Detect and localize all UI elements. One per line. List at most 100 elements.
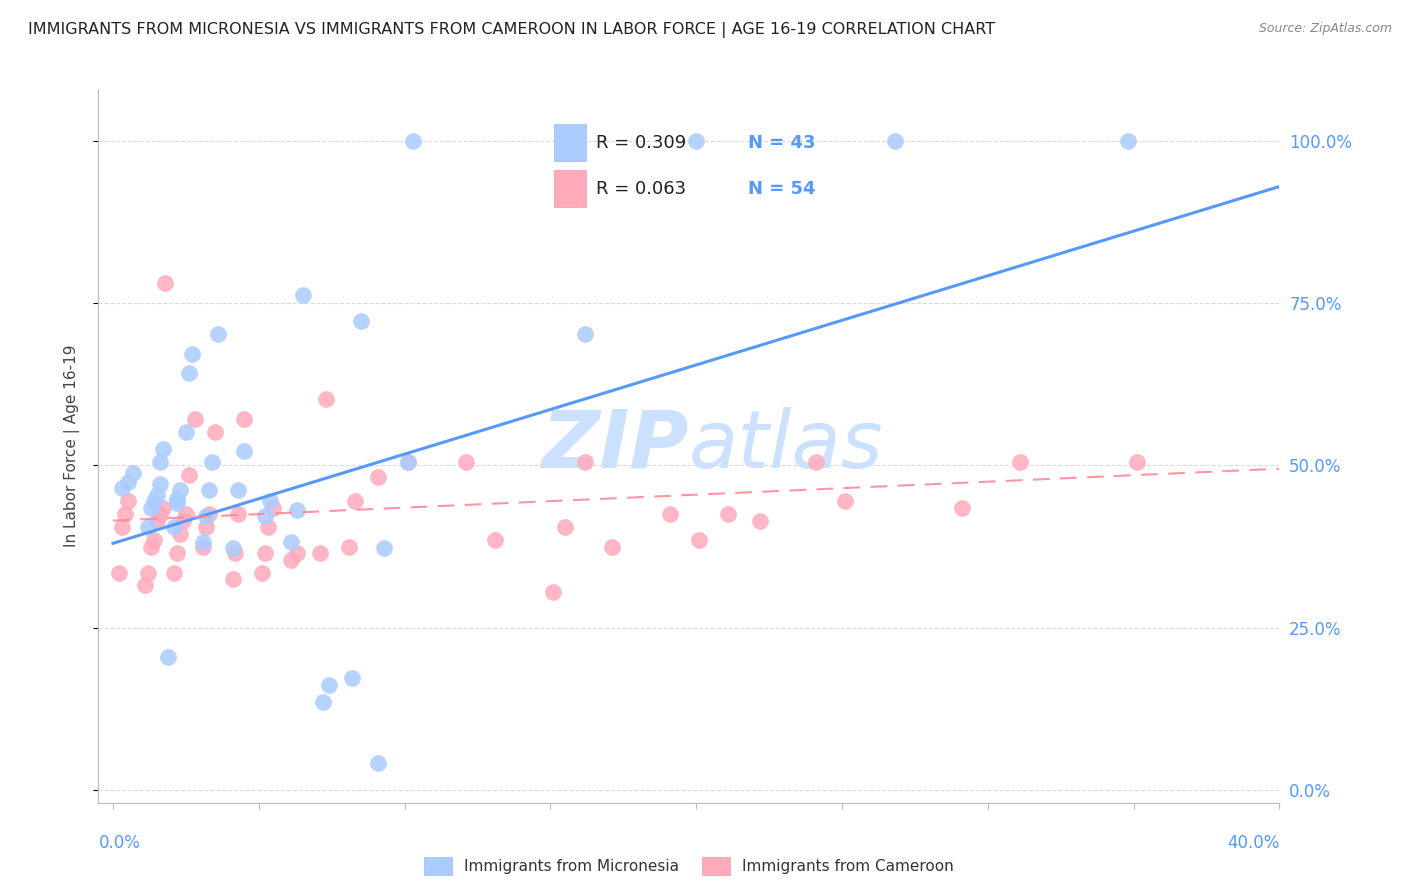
- Point: [337, 540, 360, 554]
- Point: [256, 520, 278, 534]
- Point: [1125, 455, 1147, 469]
- Point: [396, 455, 419, 469]
- Text: R = 0.063: R = 0.063: [596, 180, 686, 198]
- Point: [834, 494, 856, 508]
- Point: [543, 585, 565, 599]
- Point: [155, 276, 177, 290]
- Point: [122, 467, 145, 481]
- Point: [315, 392, 337, 407]
- Point: [883, 134, 905, 148]
- FancyBboxPatch shape: [554, 124, 586, 161]
- Point: [172, 514, 194, 528]
- Point: [180, 347, 202, 361]
- Point: [177, 468, 200, 483]
- Point: [402, 134, 425, 148]
- Point: [253, 546, 276, 560]
- Point: [111, 520, 134, 534]
- Point: [312, 695, 335, 709]
- Point: [174, 507, 197, 521]
- Text: N = 54: N = 54: [748, 180, 815, 198]
- FancyBboxPatch shape: [554, 170, 586, 208]
- Point: [114, 507, 136, 521]
- Point: [717, 507, 740, 521]
- Point: [228, 507, 250, 521]
- Point: [149, 455, 172, 469]
- Point: [157, 649, 180, 664]
- Legend: Immigrants from Micronesia, Immigrants from Cameroon: Immigrants from Micronesia, Immigrants f…: [418, 851, 960, 880]
- Point: [250, 566, 273, 580]
- Point: [233, 411, 256, 425]
- Point: [142, 533, 165, 547]
- Point: [169, 483, 191, 497]
- Point: [221, 572, 243, 586]
- Point: [350, 314, 373, 328]
- Point: [145, 514, 167, 528]
- Point: [201, 455, 224, 469]
- Point: [204, 425, 226, 439]
- Point: [950, 500, 973, 515]
- Y-axis label: In Labor Force | Age 16-19: In Labor Force | Age 16-19: [65, 344, 80, 548]
- Point: [318, 678, 340, 692]
- Point: [136, 566, 159, 580]
- Point: [262, 500, 284, 515]
- Point: [152, 500, 174, 515]
- Point: [166, 496, 188, 510]
- Point: [198, 507, 221, 521]
- Point: [139, 500, 162, 515]
- Point: [574, 455, 596, 469]
- Point: [233, 444, 256, 458]
- Point: [340, 671, 363, 685]
- Point: [259, 494, 281, 508]
- Point: [174, 425, 197, 439]
- Point: [554, 520, 576, 534]
- Point: [117, 494, 139, 508]
- Point: [145, 488, 167, 502]
- Point: [134, 578, 156, 592]
- Point: [108, 566, 131, 580]
- Point: [280, 535, 302, 549]
- Text: ZIP: ZIP: [541, 407, 689, 485]
- Point: [163, 566, 186, 580]
- Point: [224, 546, 246, 560]
- Point: [1116, 134, 1139, 148]
- Point: [228, 483, 250, 497]
- Point: [142, 494, 165, 508]
- Point: [454, 455, 477, 469]
- Point: [367, 470, 389, 484]
- Point: [152, 442, 174, 457]
- Text: R = 0.309: R = 0.309: [596, 134, 686, 152]
- Text: 0.0%: 0.0%: [98, 834, 141, 852]
- Point: [207, 327, 229, 342]
- Point: [195, 509, 218, 524]
- Point: [221, 541, 243, 556]
- Point: [1008, 455, 1031, 469]
- Point: [804, 455, 827, 469]
- Text: atlas: atlas: [689, 407, 884, 485]
- Point: [285, 546, 308, 560]
- Text: Source: ZipAtlas.com: Source: ZipAtlas.com: [1258, 22, 1392, 36]
- Point: [149, 476, 172, 491]
- Point: [169, 526, 191, 541]
- Point: [574, 327, 596, 342]
- Point: [291, 288, 314, 302]
- Point: [659, 507, 682, 521]
- Point: [149, 507, 172, 521]
- Point: [111, 481, 134, 495]
- Point: [373, 541, 395, 556]
- Point: [685, 134, 707, 148]
- Point: [484, 533, 506, 547]
- Point: [749, 514, 772, 528]
- Point: [136, 520, 159, 534]
- Point: [183, 411, 205, 425]
- Point: [166, 546, 188, 560]
- Point: [396, 455, 419, 469]
- Point: [117, 475, 139, 489]
- Point: [177, 367, 200, 381]
- Point: [193, 535, 215, 549]
- Point: [193, 540, 215, 554]
- Point: [309, 546, 332, 560]
- Text: N = 43: N = 43: [748, 134, 815, 152]
- Point: [367, 756, 389, 770]
- Point: [163, 520, 186, 534]
- Point: [285, 502, 308, 516]
